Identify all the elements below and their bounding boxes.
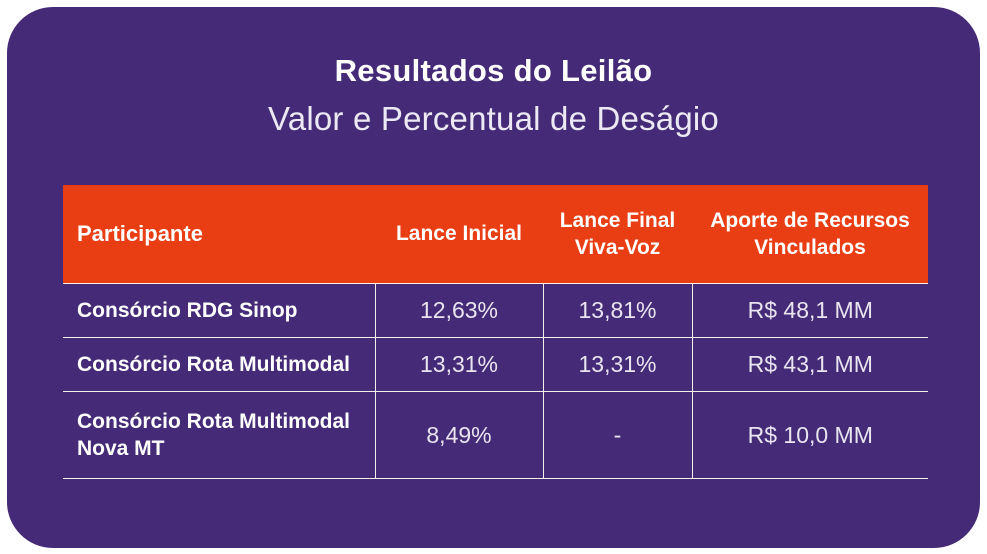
cell-aporte: R$ 48,1 MM: [691, 283, 928, 338]
results-table: Participante Lance Inicial Lance Final V…: [63, 185, 928, 479]
row-label: Consórcio Rota Multimodal Nova MT: [63, 391, 375, 479]
column-header-lance-final-viva-voz: Lance Final Viva-Voz: [543, 185, 692, 284]
cell-lance-final: 13,81%: [542, 283, 692, 338]
column-header-aporte-recursos-vinculados: Aporte de Recursos Vinculados: [692, 185, 928, 284]
cell-lance-final: 13,31%: [542, 337, 692, 392]
column-header-lance-inicial: Lance Inicial: [375, 185, 543, 284]
row-label: Consórcio Rota Multimodal: [63, 337, 375, 392]
table-row: Consórcio Rota Multimodal 13,31% 13,31% …: [63, 337, 928, 392]
row-label: Consórcio RDG Sinop: [63, 283, 375, 338]
column-header-participante: Participante: [63, 185, 375, 284]
slide-card: Resultados do Leilão Valor e Percentual …: [7, 7, 980, 548]
cell-aporte: R$ 10,0 MM: [691, 391, 928, 479]
page-subtitle: Valor e Percentual de Deságio: [268, 99, 719, 137]
table-row: Consórcio Rota Multimodal Nova MT 8,49% …: [63, 391, 928, 479]
table-row: Consórcio RDG Sinop 12,63% 13,81% R$ 48,…: [63, 283, 928, 338]
page-title: Resultados do Leilão: [334, 53, 653, 88]
cell-lance-final: -: [542, 391, 692, 479]
cell-lance-inicial: 13,31%: [374, 337, 543, 392]
table-header-row: Participante Lance Inicial Lance Final V…: [63, 185, 928, 284]
cell-lance-inicial: 8,49%: [374, 391, 543, 479]
cell-lance-inicial: 12,63%: [374, 283, 543, 338]
cell-aporte: R$ 43,1 MM: [691, 337, 928, 392]
